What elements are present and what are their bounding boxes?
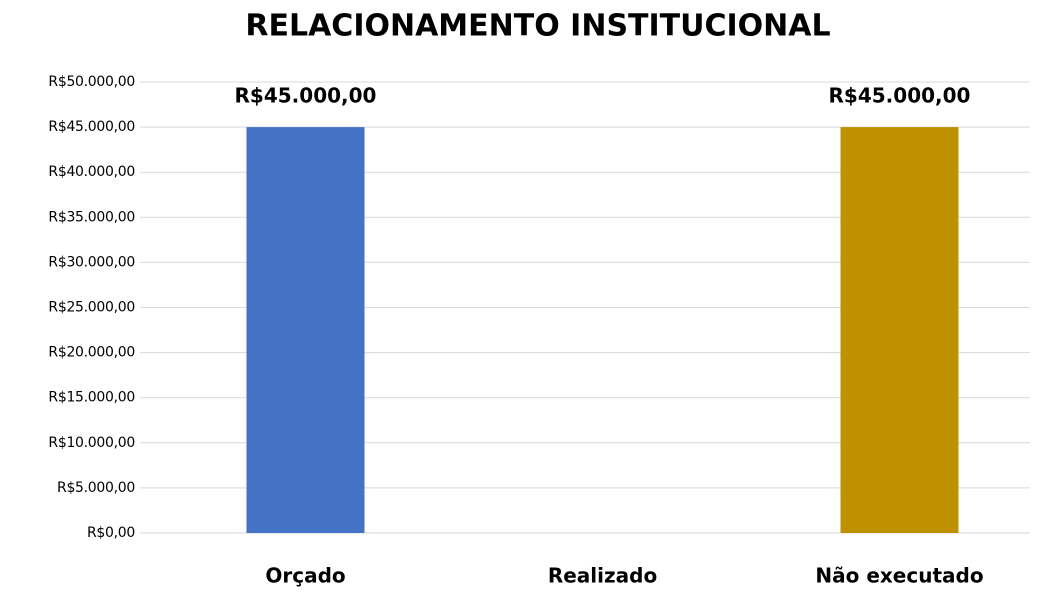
bar — [840, 127, 959, 533]
value-label: R$45.000,00 — [235, 84, 377, 108]
y-tick-label: R$35.000,00 — [48, 209, 135, 225]
y-tick-label: R$15.000,00 — [48, 390, 135, 406]
x-tick-label: Orçado — [265, 564, 345, 588]
y-tick-label: R$25.000,00 — [48, 300, 135, 316]
value-label: R$45.000,00 — [829, 84, 971, 108]
y-tick-label: R$40.000,00 — [48, 164, 135, 180]
y-tick-label: R$30.000,00 — [48, 254, 135, 270]
chart-title: RELACIONAMENTO INSTITUCIONAL — [245, 9, 830, 44]
y-tick-label: R$20.000,00 — [48, 345, 135, 361]
x-tick-label: Não executado — [815, 564, 983, 588]
bar — [246, 127, 365, 533]
y-tick-label: R$5.000,00 — [57, 480, 135, 496]
y-tick-label: R$10.000,00 — [48, 435, 135, 451]
x-tick-label: Realizado — [548, 564, 657, 588]
y-tick-label: R$0,00 — [87, 525, 135, 541]
y-tick-label: R$50.000,00 — [48, 74, 135, 90]
y-tick-label: R$45.000,00 — [48, 119, 135, 135]
